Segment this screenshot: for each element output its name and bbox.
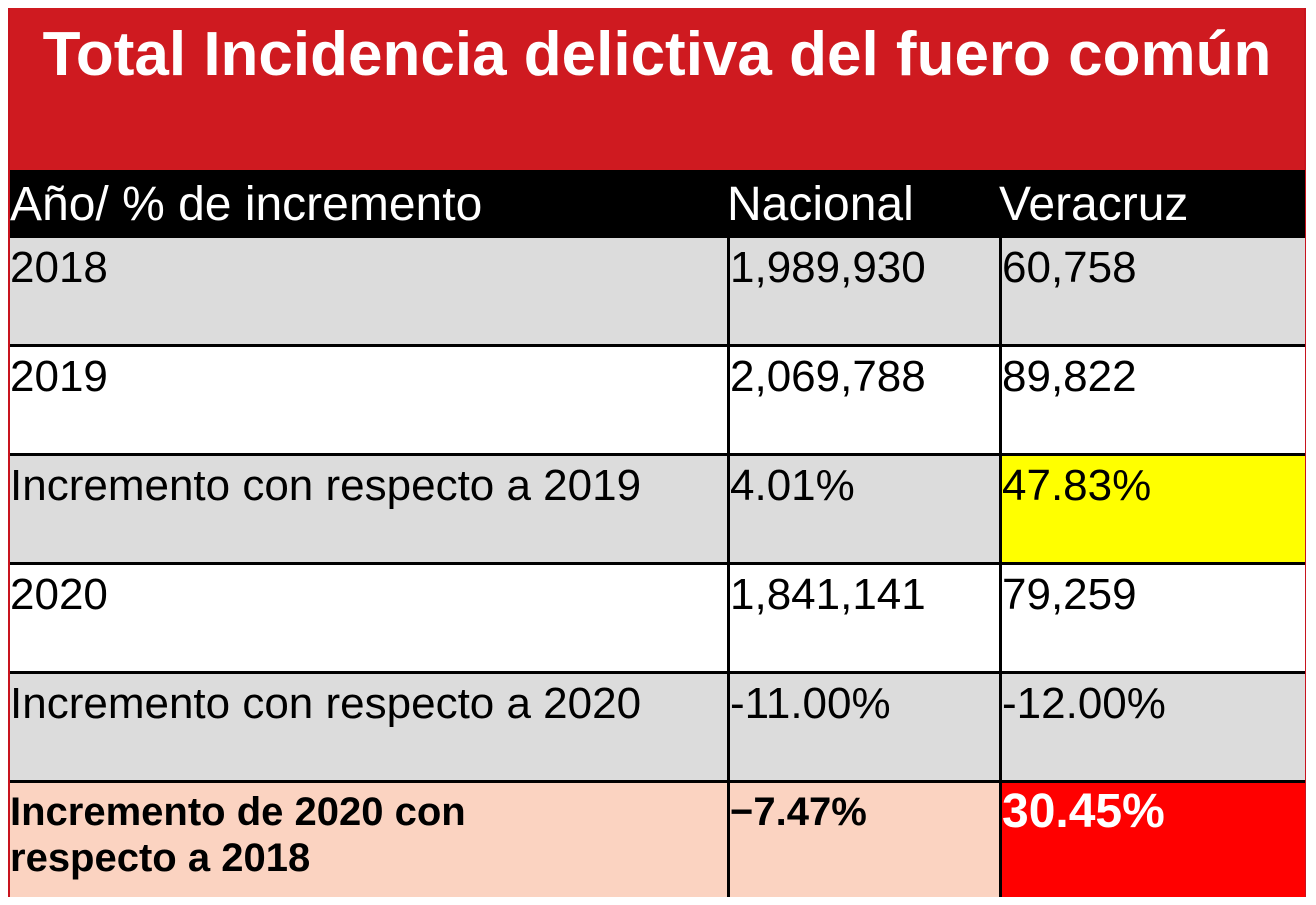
row-label: 2018 [10, 243, 108, 292]
table-row: 2019 2,069,788 89,822 [10, 344, 1305, 453]
header-nacional: Nacional [727, 178, 914, 231]
veracruz-value-highlighted: 30.45% [999, 783, 1305, 897]
row-label: Incremento con respecto a 2020 [10, 679, 642, 728]
veracruz-value: 60,758 [999, 238, 1305, 344]
table-title: Total Incidencia delictiva del fuero com… [8, 8, 1306, 170]
table-header: Año/ % de incremento Nacional Veracruz [10, 170, 1305, 235]
header-veracruz: Veracruz [999, 178, 1189, 231]
row-label: Incremento con respecto a 2019 [10, 461, 642, 510]
nacional-value: −7.47% [727, 783, 999, 897]
header-year: Año/ % de incremento [10, 178, 483, 231]
row-label: 2020 [10, 570, 108, 619]
nacional-value: 2,069,788 [727, 347, 999, 453]
nacional-value: -11.00% [727, 674, 999, 780]
table-row: 2018 1,989,930 60,758 [10, 235, 1305, 344]
veracruz-value: 89,822 [999, 347, 1305, 453]
nacional-value: 4.01% [727, 456, 999, 562]
table-row: 2020 1,841,141 79,259 [10, 562, 1305, 671]
summary-row: Incremento de 2020 con respecto a 2018 −… [10, 780, 1305, 897]
veracruz-value: 79,259 [999, 565, 1305, 671]
row-label: 2019 [10, 352, 108, 401]
row-label: Incremento de 2020 con respecto a 2018 [10, 790, 466, 880]
table-row: Incremento con respecto a 2020 -11.00% -… [10, 671, 1305, 780]
nacional-value: 1,989,930 [727, 238, 999, 344]
veracruz-value: -12.00% [999, 674, 1305, 780]
nacional-value: 1,841,141 [727, 565, 999, 671]
table-row: Incremento con respecto a 2019 4.01% 47.… [10, 453, 1305, 562]
veracruz-value-highlighted: 47.83% [999, 456, 1305, 562]
